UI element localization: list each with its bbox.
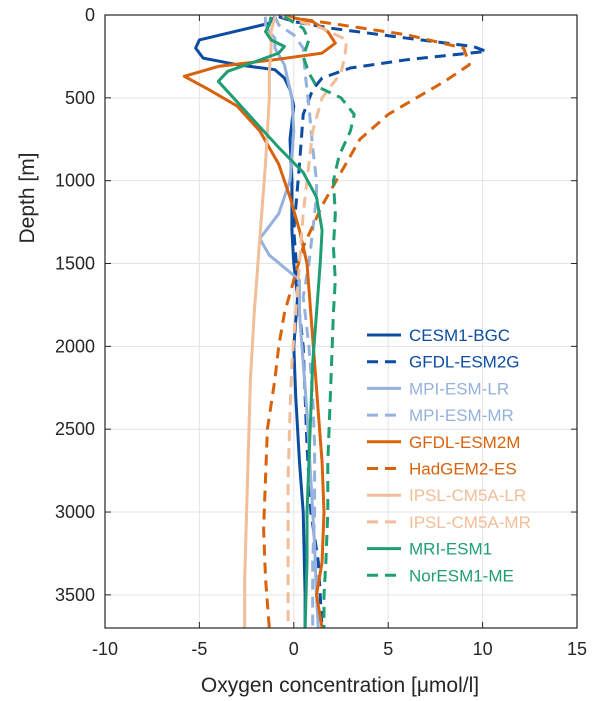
legend-label: MRI-ESM1 xyxy=(409,540,492,559)
y-tick-label: 3500 xyxy=(55,585,95,605)
x-tick-label: 15 xyxy=(567,639,587,659)
series-line-gfdl-esm2m xyxy=(182,15,337,629)
legend-label: NorESM1-ME xyxy=(409,566,514,585)
series-line-noresm1-me xyxy=(283,15,356,628)
legend-label: IPSL-CM5A-LR xyxy=(409,486,526,505)
series-layer xyxy=(182,15,488,629)
x-tick-label: -10 xyxy=(92,639,118,659)
series-line-ipsl-cm5a-mr xyxy=(282,15,349,628)
x-tick-label: 5 xyxy=(383,639,393,659)
legend-label: CESM1-BGC xyxy=(409,326,510,345)
y-tick-label: 1500 xyxy=(55,254,95,274)
series-line-hadgem2-es xyxy=(262,15,471,629)
series-line-mri-esm1 xyxy=(216,16,324,629)
series-line-mpi-esm-mr xyxy=(273,16,318,628)
series-line-cesm1-bgc xyxy=(194,15,307,628)
x-axis-label: Oxygen concentration [μmol/l] xyxy=(201,674,479,697)
x-tick-label: 0 xyxy=(289,639,299,659)
legend: CESM1-BGC GFDL-ESM2G MPI-ESM-LR MPI-ESM-MR G… xyxy=(367,326,531,585)
legend-label: GFDL-ESM2G xyxy=(409,353,520,372)
y-tick-label: 2500 xyxy=(55,419,95,439)
series-line-gfdl-esm2g xyxy=(278,15,488,629)
legend-label: HadGEM2-ES xyxy=(409,460,517,479)
legend-label: MPI-ESM-LR xyxy=(409,379,509,398)
x-tick-label: -5 xyxy=(191,639,207,659)
y-tick-label: 3000 xyxy=(55,502,95,522)
legend-label: IPSL-CM5A-MR xyxy=(409,513,531,532)
y-tick-label: 500 xyxy=(65,88,95,108)
y-tick-label: 1000 xyxy=(55,171,95,191)
y-tick-label: 0 xyxy=(85,5,95,25)
series-line-ipsl-cm5a-lr xyxy=(243,16,277,628)
y-tick-label: 2000 xyxy=(55,336,95,356)
legend-label: MPI-ESM-MR xyxy=(409,406,514,425)
y-axis-label: Depth [m] xyxy=(16,152,39,243)
grid-layer xyxy=(104,14,578,628)
legend-label: GFDL-ESM2M xyxy=(409,433,520,452)
ticks-layer: -10 -5 0 5 10 15 0 500 1000 1500 2000 2500 3000 3500 xyxy=(55,5,587,659)
plot-frame xyxy=(104,14,578,629)
x-tick-label: 10 xyxy=(473,639,493,659)
